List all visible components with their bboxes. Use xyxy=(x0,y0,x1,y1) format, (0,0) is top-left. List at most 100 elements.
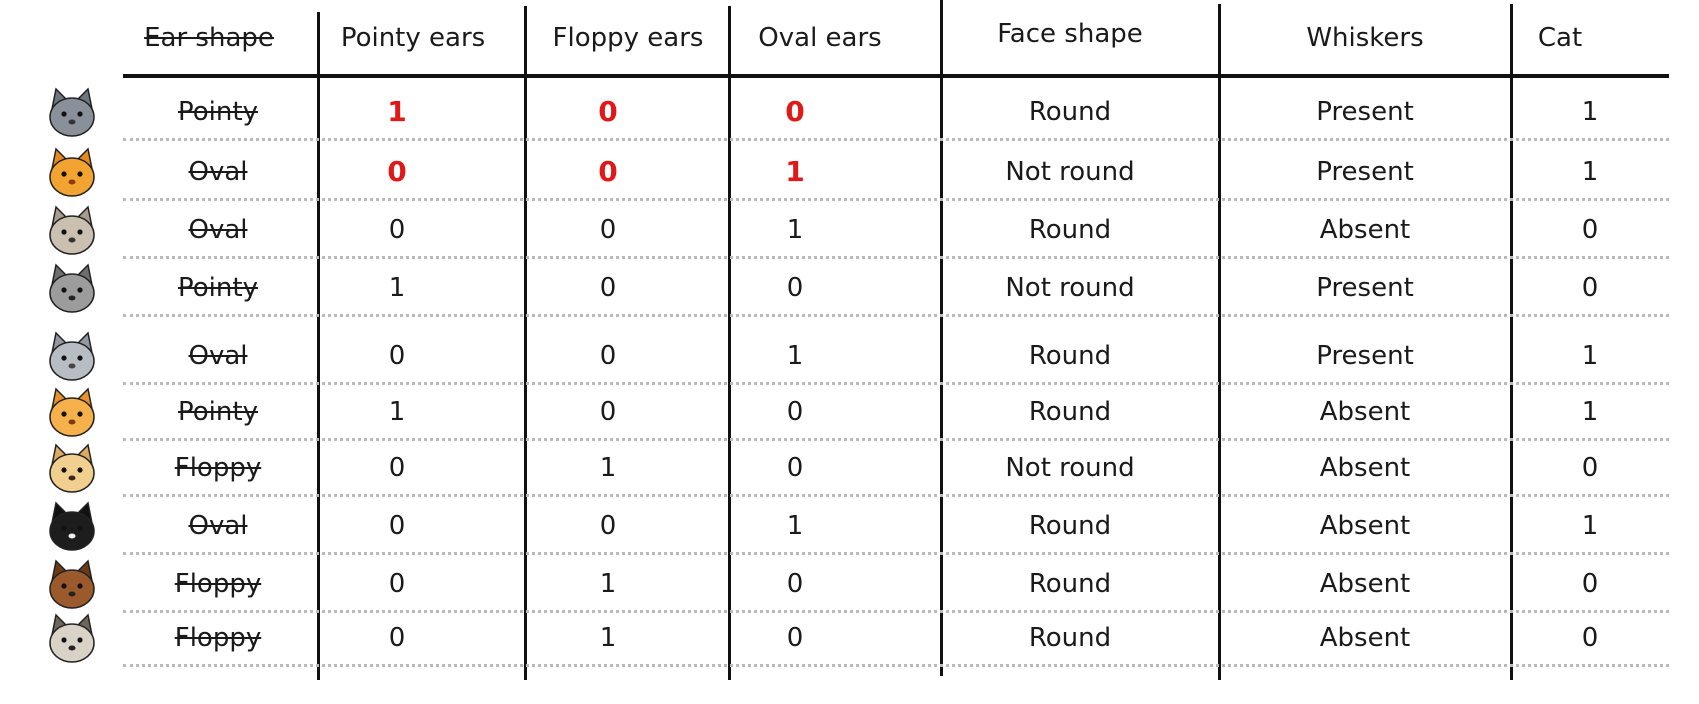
header-cat: Cat xyxy=(1537,23,1583,53)
ear-shape-cell: Oval xyxy=(188,511,248,541)
header-pointy-ears: Pointy ears xyxy=(340,23,486,53)
ear-shape-cell: Floppy xyxy=(174,453,262,483)
table-row: Oval 0 0 1 Not round Present 1 xyxy=(0,143,1699,201)
pointy-ears-cell: 0 xyxy=(388,511,406,541)
cat-cell: 0 xyxy=(1581,453,1599,483)
cat-cell: 0 xyxy=(1581,215,1599,245)
cat-cell: 1 xyxy=(1581,397,1599,427)
golden-puppy-icon xyxy=(44,443,100,495)
pointy-ears-cell: 1 xyxy=(388,273,406,303)
whiskers-cell: Absent xyxy=(1319,569,1411,599)
oval-ears-cell: 1 xyxy=(785,155,805,188)
row-separator xyxy=(123,198,1669,201)
header-underline xyxy=(123,74,1669,78)
face-shape-cell: Round xyxy=(1028,97,1112,127)
header-oval-ears: Oval ears xyxy=(758,23,882,53)
cat-cell: 0 xyxy=(1581,569,1599,599)
pointy-ears-cell: 0 xyxy=(388,341,406,371)
face-shape-cell: Not round xyxy=(1005,453,1135,483)
oval-ears-cell: 0 xyxy=(786,623,804,653)
oval-ears-cell: 0 xyxy=(786,397,804,427)
gray-cat-icon xyxy=(44,87,100,139)
gray-kitten-icon xyxy=(44,331,100,383)
header-face-shape: Face shape xyxy=(997,19,1143,49)
orange-white-cat-icon xyxy=(44,387,100,439)
oval-ears-cell: 1 xyxy=(786,341,804,371)
row-separator xyxy=(123,314,1669,317)
oval-ears-cell: 0 xyxy=(786,569,804,599)
row-separator xyxy=(123,552,1669,555)
round-dog-icon xyxy=(44,205,100,257)
floppy-ears-cell: 0 xyxy=(599,397,617,427)
oval-ears-cell: 0 xyxy=(786,453,804,483)
oval-ears-cell: 0 xyxy=(785,95,805,128)
pug-dog-icon xyxy=(44,613,100,665)
column-divider xyxy=(524,6,527,680)
table-row: Pointy 1 0 0 Round Absent 1 xyxy=(0,383,1699,441)
whiskers-cell: Absent xyxy=(1319,215,1411,245)
ear-shape-cell: Oval xyxy=(188,157,248,187)
header-floppy-ears: Floppy ears xyxy=(552,23,704,53)
floppy-ears-cell: 1 xyxy=(599,453,617,483)
whiskers-cell: Present xyxy=(1316,157,1414,187)
cat-cell: 0 xyxy=(1581,273,1599,303)
orange-cat-icon xyxy=(44,147,100,199)
row-separator xyxy=(123,382,1669,385)
table-row: Pointy 1 0 0 Not round Present 0 xyxy=(0,259,1699,317)
table-row: Pointy 1 0 0 Round Present 1 xyxy=(0,83,1699,141)
whiskers-cell: Absent xyxy=(1319,453,1411,483)
floppy-ears-cell: 1 xyxy=(599,569,617,599)
whiskers-cell: Present xyxy=(1316,341,1414,371)
cat-cell: 0 xyxy=(1581,623,1599,653)
row-separator xyxy=(123,610,1669,613)
row-separator xyxy=(123,494,1669,497)
oval-ears-cell: 1 xyxy=(786,511,804,541)
whiskers-cell: Present xyxy=(1316,97,1414,127)
oval-ears-cell: 1 xyxy=(786,215,804,245)
ear-shape-cell: Pointy xyxy=(178,397,258,427)
face-shape-cell: Round xyxy=(1028,569,1112,599)
column-divider xyxy=(1510,4,1513,680)
pointy-ears-cell: 0 xyxy=(388,453,406,483)
column-divider xyxy=(317,12,320,680)
header-ear-shape: Ear shape xyxy=(144,23,274,53)
row-separator xyxy=(123,664,1669,667)
floppy-ears-cell: 1 xyxy=(599,623,617,653)
table-row: Oval 0 0 1 Round Absent 1 xyxy=(0,497,1699,555)
table-row: Floppy 0 1 0 Round Absent 0 xyxy=(0,555,1699,613)
header-whiskers: Whiskers xyxy=(1306,23,1424,53)
oval-ears-cell: 0 xyxy=(786,273,804,303)
column-divider xyxy=(940,0,943,676)
row-separator xyxy=(123,138,1669,141)
face-shape-cell: Round xyxy=(1028,623,1112,653)
face-shape-cell: Not round xyxy=(1005,273,1135,303)
pointy-ears-cell: 0 xyxy=(388,215,406,245)
face-shape-cell: Round xyxy=(1028,215,1112,245)
floppy-ears-cell: 0 xyxy=(599,215,617,245)
cat-cell: 1 xyxy=(1581,157,1599,187)
ear-shape-cell: Oval xyxy=(188,341,248,371)
face-shape-cell: Not round xyxy=(1005,157,1135,187)
pointy-ears-cell: 1 xyxy=(387,95,407,128)
floppy-ears-cell: 0 xyxy=(599,511,617,541)
husky-dog-icon xyxy=(44,263,100,315)
table-row: Oval 0 0 1 Round Absent 0 xyxy=(0,201,1699,259)
whiskers-cell: Absent xyxy=(1319,623,1411,653)
face-shape-cell: Round xyxy=(1028,511,1112,541)
whiskers-cell: Absent xyxy=(1319,397,1411,427)
pointy-ears-cell: 0 xyxy=(387,155,407,188)
floppy-ears-cell: 0 xyxy=(598,95,618,128)
face-shape-cell: Round xyxy=(1028,341,1112,371)
ear-shape-cell: Pointy xyxy=(178,273,258,303)
tuxedo-cat-icon xyxy=(44,501,100,553)
pointy-ears-cell: 0 xyxy=(388,569,406,599)
floppy-ears-cell: 0 xyxy=(599,341,617,371)
floppy-ears-cell: 0 xyxy=(599,273,617,303)
row-separator xyxy=(123,438,1669,441)
pointy-ears-cell: 1 xyxy=(388,397,406,427)
ear-shape-cell: Floppy xyxy=(174,569,262,599)
cat-cell: 1 xyxy=(1581,97,1599,127)
column-divider xyxy=(728,6,731,680)
whiskers-cell: Absent xyxy=(1319,511,1411,541)
